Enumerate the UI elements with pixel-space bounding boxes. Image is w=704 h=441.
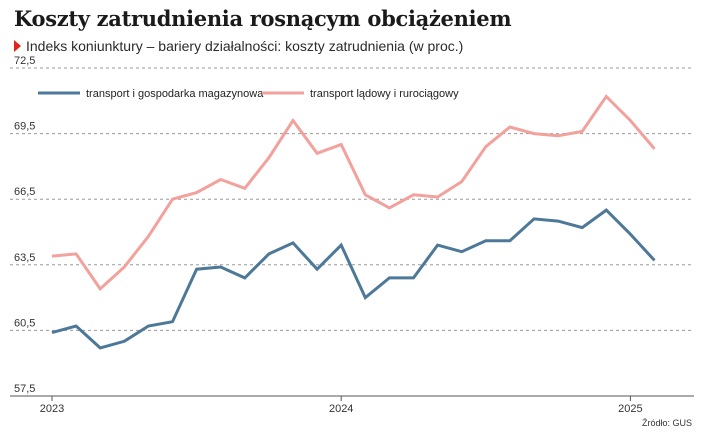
triangle-marker-icon [14, 40, 21, 52]
source-note: Źródło: GUS [641, 418, 692, 428]
series-line-1 [51, 94, 656, 292]
grid-lines [10, 67, 694, 397]
y-tick-label: 72,5 [14, 55, 35, 67]
x-tick-label: 2025 [618, 403, 642, 415]
chart-title: Koszty zatrudnienia rosnącym obciążeniem [14, 6, 512, 31]
legend: transport i gospodarka magazynowa transpo… [38, 88, 459, 100]
legend-label-1: transport lądowy i rurociągowy [310, 88, 459, 100]
x-tick-label: 2023 [40, 403, 64, 415]
chart-subtitle-text: Indeks koniunktury – bariery działalnośc… [26, 38, 464, 54]
y-tick-label: 69,5 [14, 121, 35, 133]
legend-label-0: transport i gospodarka magazynowa [86, 88, 264, 100]
y-axis-ticks: 72,5 69,5 66,5 63,5 60,5 57,5 [14, 55, 35, 395]
y-tick-label: 60,5 [14, 317, 35, 329]
chart-subtitle: Indeks koniunktury – bariery działalnośc… [14, 38, 463, 54]
series-line-0 [51, 208, 656, 350]
x-tick-label: 2024 [329, 403, 353, 415]
series-lines [51, 94, 656, 350]
y-tick-label: 66,5 [14, 186, 35, 198]
y-tick-label: 57,5 [14, 383, 35, 395]
x-axis-ticks: 2023 2024 2025 [40, 396, 643, 415]
y-tick-label: 63,5 [14, 252, 35, 264]
